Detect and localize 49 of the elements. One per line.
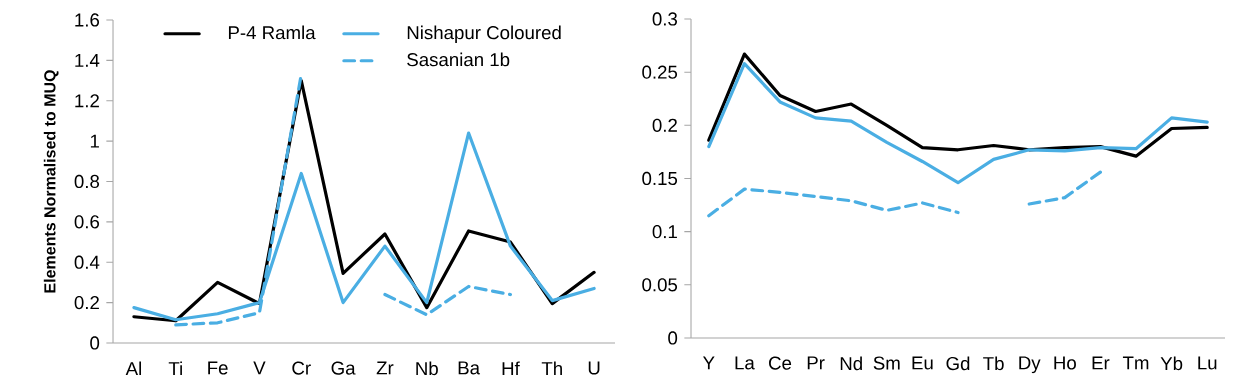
line-series <box>707 62 1209 185</box>
x-tick-label: Gd <box>946 356 970 371</box>
x-tick-label: Y <box>703 356 715 370</box>
x-tick-label: Nb <box>416 361 438 376</box>
x-tick-label: Zr <box>376 361 394 375</box>
x-tick-label: Tm <box>1122 356 1149 370</box>
x-tick-label: Yb <box>1160 356 1183 371</box>
legend-label: P-4 Ramla <box>228 25 316 40</box>
y-tick-label: 1.2 <box>75 94 99 108</box>
x-tick-label: Nd <box>840 356 862 371</box>
x-tick-label: Tb <box>983 356 1004 371</box>
y-tick-label: 0.05 <box>642 278 678 292</box>
y-tick-label: 0 <box>90 336 100 350</box>
x-tick-label: Lu <box>1198 356 1217 370</box>
y-tick-label: 0.15 <box>642 171 678 186</box>
x-tick-label: V <box>253 361 266 375</box>
y-tick-label: 0.25 <box>642 65 678 79</box>
x-tick-label: Pr <box>807 356 825 370</box>
y-tick-label: 0.8 <box>74 174 100 189</box>
x-tick-label: La <box>735 356 755 370</box>
y-tick-label: 0.4 <box>74 255 100 269</box>
y-tick-label: 0.6 <box>74 215 100 229</box>
y-tick-label: 1.4 <box>75 53 100 67</box>
x-tick-label: Sm <box>873 356 900 370</box>
x-tick-label: Er <box>1092 356 1110 370</box>
y-tick-label: 1.6 <box>75 13 100 27</box>
x-tick-label: Eu <box>912 356 933 370</box>
x-tick-label: U <box>588 361 600 375</box>
x-tick-label: Al <box>125 361 141 375</box>
x-tick-label: Ho <box>1054 356 1076 370</box>
x-tick-label: Hf <box>502 361 520 375</box>
y-tick-label: 0.3 <box>652 12 678 26</box>
legend-label: Sasanian 1b <box>407 52 510 67</box>
x-tick-label: Th <box>541 361 562 375</box>
x-tick-label: Ce <box>769 356 792 370</box>
y-tick-label: 0.1 <box>652 225 677 239</box>
y-tick-label: 0 <box>668 331 678 345</box>
y-axis-title: Elements Normalised to MUQ <box>43 70 59 293</box>
x-tick-label: Cr <box>292 361 311 375</box>
line-series <box>707 52 1209 158</box>
x-tick-label: Dy <box>1019 356 1041 374</box>
y-tick-label: 0.2 <box>74 295 99 310</box>
x-tick-label: Ga <box>331 361 356 375</box>
y-tick-label: 1 <box>90 134 99 148</box>
y-tick-label: 0.2 <box>652 118 677 132</box>
x-tick-label: Ba <box>458 361 481 375</box>
x-tick-label: Fe <box>208 361 228 375</box>
x-tick-label: Ti <box>168 361 182 375</box>
legend-label: Nishapur Coloured <box>407 25 561 43</box>
